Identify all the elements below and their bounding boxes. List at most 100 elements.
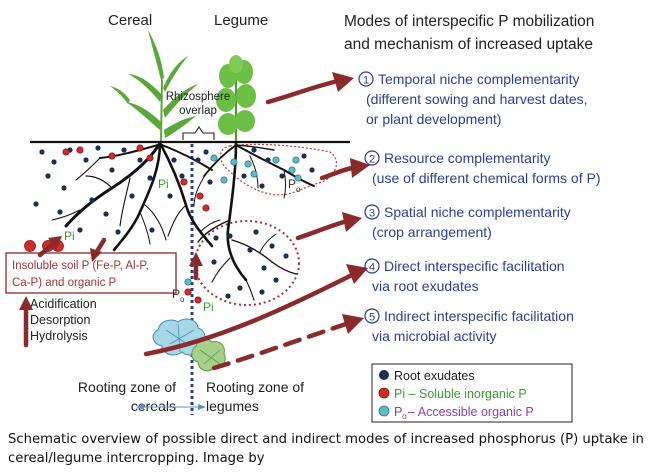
insoluble-p-label-line1: Insoluble soil P (Fe-P, Al-P, xyxy=(12,260,149,272)
insoluble-p-label-line2: Ca-P) and organic P xyxy=(12,277,117,289)
mode-2-line1: Resource complementarity xyxy=(384,150,551,166)
svg-text:1: 1 xyxy=(363,75,369,87)
process-acidification: Acidification xyxy=(30,297,97,311)
root-exudate-dot xyxy=(149,227,155,233)
mode-3-line1: Spatial niche complementarity xyxy=(384,204,571,220)
root-exudate-dot xyxy=(89,197,95,203)
cereal-plant-icon xyxy=(110,30,198,142)
rooting-zone-legumes-line2: legumes xyxy=(206,398,259,414)
rhizosphere-label-line2: overlap xyxy=(179,105,217,117)
root-exudate-dot xyxy=(227,233,233,239)
insoluble-p-box xyxy=(5,252,177,294)
mode-1-line1: Temporal niche complementarity xyxy=(378,71,580,87)
pi-dot xyxy=(108,152,116,160)
root-exudate-dot xyxy=(283,253,289,259)
mode-1: 1 Temporal niche complementarity (differ… xyxy=(358,71,588,127)
resource-zone xyxy=(220,143,338,196)
mode-2-line2: (use of different chemical forms of P) xyxy=(372,170,601,186)
root-exudate-dot xyxy=(259,183,265,189)
root-exudate-dot xyxy=(45,173,51,179)
root-exudate-dot xyxy=(77,227,83,233)
legend-root-exudate-dot xyxy=(379,370,389,380)
root-exudate-dot xyxy=(195,157,201,163)
root-exudate-dot xyxy=(167,193,173,199)
legend-po: – Accessible organic P xyxy=(408,405,534,419)
po-dot xyxy=(244,160,252,168)
po-label-top: P o xyxy=(288,177,301,194)
modes-title-line2: and mechanism of increased uptake xyxy=(344,36,593,53)
mode-3-line2: (crop arrangement) xyxy=(372,224,492,240)
spatial-zone xyxy=(194,220,300,306)
mode-4-number-circle xyxy=(364,258,380,274)
rhizosphere-label-line1: Rhizosphere xyxy=(166,91,231,103)
pi-dot xyxy=(202,204,210,212)
pi-dot xyxy=(180,178,188,186)
mode-4-line2: via root exudates xyxy=(372,278,479,294)
legend-po-sub: o xyxy=(402,411,407,421)
pi-label-root: Pi xyxy=(158,177,169,191)
mode-3-number-circle xyxy=(364,204,380,220)
pi-label-left: Pi xyxy=(64,229,75,243)
po-dot xyxy=(272,156,280,164)
arrow-heads xyxy=(19,72,370,334)
rhizosphere-bracket xyxy=(182,126,215,140)
root-exudate-dot xyxy=(57,209,63,215)
pi-dot xyxy=(24,240,36,252)
mode-5: 5 Indirect interspecific facilitation vi… xyxy=(364,308,574,344)
po-dot xyxy=(292,156,300,164)
legend-pi-dot xyxy=(378,387,390,399)
svg-text:o: o xyxy=(296,185,301,194)
root-exudate-dot xyxy=(95,145,101,151)
legend-po-dot xyxy=(378,405,390,417)
po-dot xyxy=(210,154,218,162)
root-exudate-dot xyxy=(213,235,219,241)
legume-roots xyxy=(193,141,315,301)
root-exudate-dot xyxy=(83,157,89,163)
rooting-zone-cereals-line2: cereals xyxy=(131,398,176,414)
po-dot xyxy=(230,158,238,166)
root-exudate-dot xyxy=(61,185,67,191)
mode-1-number-circle xyxy=(358,71,374,87)
pi-dot xyxy=(184,288,192,296)
root-exudate-dot xyxy=(179,173,185,179)
mode-2: 2 Resource complementarity (use of diffe… xyxy=(364,150,601,186)
pi-dot xyxy=(62,148,70,156)
root-exudate-dot xyxy=(241,173,247,179)
modes-title-line1: Modes of interspecific P mobilization xyxy=(344,13,594,30)
po-dot xyxy=(294,174,302,182)
mode-5-line2: via microbial activity xyxy=(372,328,496,344)
root-exudate-dot xyxy=(251,147,257,153)
root-exudate-dot xyxy=(129,193,135,199)
mode-2-number-circle xyxy=(364,150,380,166)
root-exudate-dot xyxy=(121,147,127,153)
rooting-zone-legumes-line1: Rooting zone of xyxy=(206,379,304,395)
pi-dot xyxy=(196,192,204,200)
root-exudate-dot xyxy=(265,157,271,163)
root-exudate-dot xyxy=(253,229,259,235)
legend-box xyxy=(371,363,573,423)
root-exudate-dot xyxy=(211,259,217,265)
root-exudate-dot xyxy=(309,167,315,173)
process-desorption: Desorption xyxy=(30,313,90,327)
po-label-bottom: P o xyxy=(172,287,185,304)
svg-text:P: P xyxy=(172,287,180,301)
legume-heading: Legume xyxy=(214,12,268,29)
legend-po-prefix: P xyxy=(394,405,402,419)
root-exudate-dot xyxy=(225,293,231,299)
mode-1-line2: (different sowing and harvest dates, xyxy=(366,91,588,107)
root-exudate-dot xyxy=(203,149,209,155)
svg-text:2: 2 xyxy=(369,154,375,166)
root-exudate-dot xyxy=(301,153,307,159)
root-exudate-dot xyxy=(137,157,143,163)
rooting-zone-arrow xyxy=(136,404,206,410)
root-exudate-dot xyxy=(261,265,267,271)
root-exudate-dot xyxy=(109,167,115,173)
root-exudate-dot xyxy=(33,201,39,207)
legend-root-exudates: Root exudates xyxy=(394,369,475,383)
po-dot xyxy=(184,278,192,286)
root-exudate-dot xyxy=(147,175,153,181)
legend-pi: Pi – Soluble inorganic P xyxy=(394,387,527,401)
process-hydrolysis: Hydrolysis xyxy=(30,329,88,343)
svg-text:o: o xyxy=(180,295,185,304)
pi-dot xyxy=(146,154,154,162)
